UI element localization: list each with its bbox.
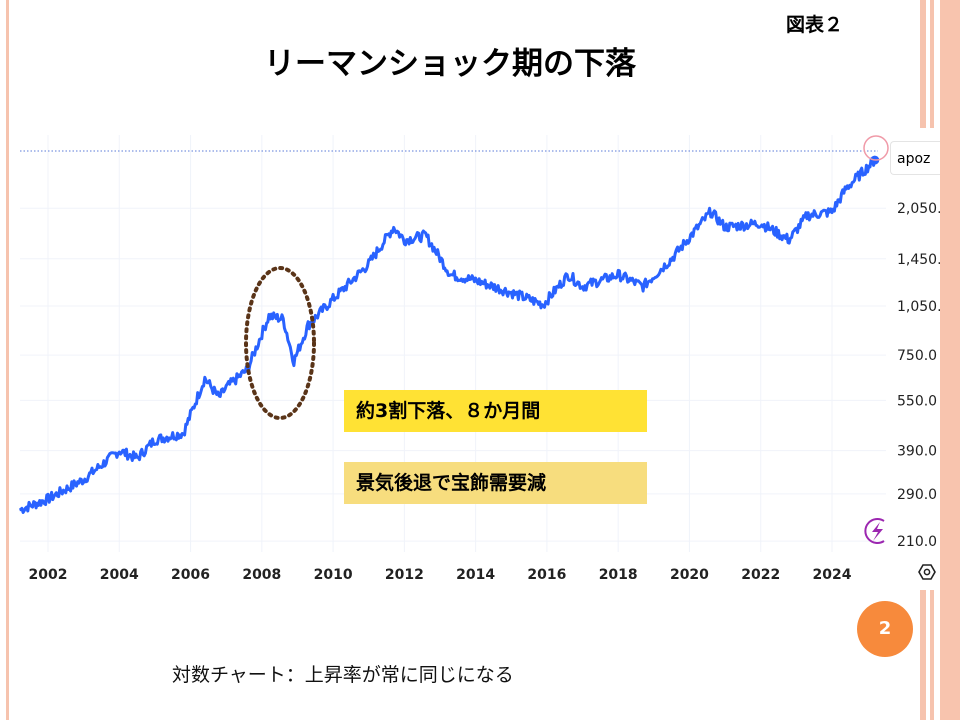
- annotation-recession: 景気後退で宝飾需要減: [344, 462, 647, 504]
- y-tick-label: 1,050.: [897, 299, 940, 315]
- x-tick-label: 2020: [670, 567, 709, 583]
- chart-background: [14, 128, 940, 590]
- slide-title: リーマンショック期の下落: [264, 46, 636, 82]
- x-tick-label: 2014: [456, 567, 495, 583]
- x-tick-label: 2024: [813, 567, 852, 583]
- figure-label: 図表２: [786, 14, 844, 36]
- x-tick-label: 2010: [314, 567, 353, 583]
- x-tick-label: 2016: [527, 567, 566, 583]
- highlight-ellipse: [244, 266, 316, 420]
- left-border-stripe: [6, 0, 9, 720]
- right-border-band: [940, 0, 960, 720]
- y-tick-label: 1,450.: [897, 252, 940, 268]
- x-tick-label: 2004: [100, 567, 139, 583]
- y-tick-label: 390.0: [897, 444, 937, 460]
- x-tick-label: 2012: [385, 567, 424, 583]
- annotation-decline: 約3割下落、８か月間: [344, 390, 647, 432]
- alert-circle-icon[interactable]: [863, 135, 889, 161]
- page-number-badge: 2: [857, 601, 913, 657]
- x-tick-label: 2006: [171, 567, 210, 583]
- y-tick-label: 2,050.: [897, 201, 940, 217]
- y-tick-label: 210.0: [897, 534, 937, 550]
- x-tick-label: 2008: [242, 567, 281, 583]
- series-label: apoz: [890, 141, 940, 175]
- x-tick-label: 2002: [29, 567, 68, 583]
- price-chart: 2002 2004 2006 2008 2010 2012 2014 2016 2018 2020…: [14, 128, 940, 590]
- y-tick-label: 750.0: [897, 348, 937, 364]
- lightning-icon[interactable]: [864, 518, 885, 544]
- caption: 対数チャート：上昇率が常に同じになる: [172, 664, 514, 686]
- y-tick-label: 290.0: [897, 487, 937, 503]
- settings-hexagon-icon[interactable]: [918, 564, 936, 580]
- y-tick-label: 550.0: [897, 393, 937, 409]
- price-line: [19, 157, 877, 514]
- x-tick-label: 2018: [599, 567, 638, 583]
- x-tick-label: 2022: [741, 567, 780, 583]
